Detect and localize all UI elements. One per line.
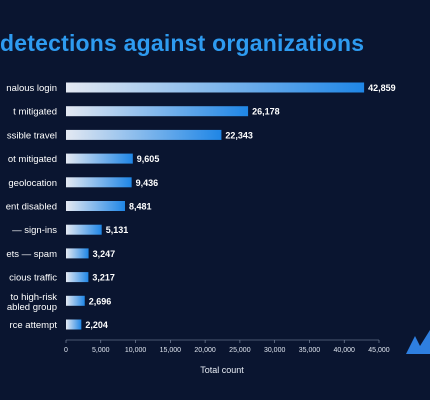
bar (66, 82, 365, 93)
category-label: geolocation (8, 178, 57, 189)
bar (66, 106, 249, 117)
value-label: 8,481 (129, 202, 152, 212)
bar (66, 295, 85, 306)
x-tick-label: 45,000 (368, 347, 390, 354)
category-label: ot mitigated (8, 154, 57, 165)
x-tick-label: 20,000 (194, 347, 216, 354)
x-tick-label: 15,000 (160, 347, 182, 354)
bar (66, 224, 102, 235)
value-label: 9,436 (136, 178, 159, 188)
category-label: ssible travel (7, 130, 57, 141)
x-axis: 0 5,000 10,000 15,000 20,000 25,000 30,000 35,0… (64, 339, 390, 354)
value-label: 9,605 (137, 154, 160, 164)
x-axis-title: Total count (200, 365, 244, 375)
value-label: 5,131 (106, 225, 129, 235)
x-tick-label: 40,000 (334, 347, 356, 354)
bar (66, 272, 89, 283)
x-tick-label: 30,000 (264, 347, 286, 354)
bars-layer: nalous login 42,859 t mitigated 26,178 ssibl… (6, 82, 396, 331)
category-label: nalous login (6, 83, 57, 94)
category-label: ets — spam (6, 249, 57, 260)
chart-title: detections against organizations (0, 30, 365, 56)
category-label: ent disabled (6, 202, 57, 213)
bar (66, 319, 82, 330)
bar (66, 153, 133, 164)
category-label: cious traffic (9, 273, 57, 284)
value-label: 26,178 (252, 107, 280, 117)
category-label: — sign-ins (12, 225, 57, 236)
value-label: 2,696 (89, 296, 112, 306)
bar (66, 177, 132, 188)
value-label: 42,859 (368, 83, 396, 93)
x-tick-label: 5,000 (92, 347, 110, 354)
x-tick-label: 0 (64, 347, 68, 354)
bar (66, 129, 222, 140)
category-label: t mitigated (13, 107, 57, 118)
bar (66, 248, 89, 259)
value-label: 3,217 (92, 273, 115, 283)
bar (66, 201, 125, 211)
category-label: to high-risk abled group (7, 292, 57, 313)
value-label: 22,343 (225, 130, 253, 140)
value-label: 2,204 (85, 320, 108, 330)
x-tick-label: 35,000 (299, 347, 321, 354)
brand-logo-icon (406, 330, 430, 354)
x-tick-label: 25,000 (229, 347, 251, 354)
value-label: 3,247 (93, 249, 116, 259)
category-label: rce attempt (9, 320, 57, 331)
x-tick-label: 10,000 (125, 347, 147, 354)
